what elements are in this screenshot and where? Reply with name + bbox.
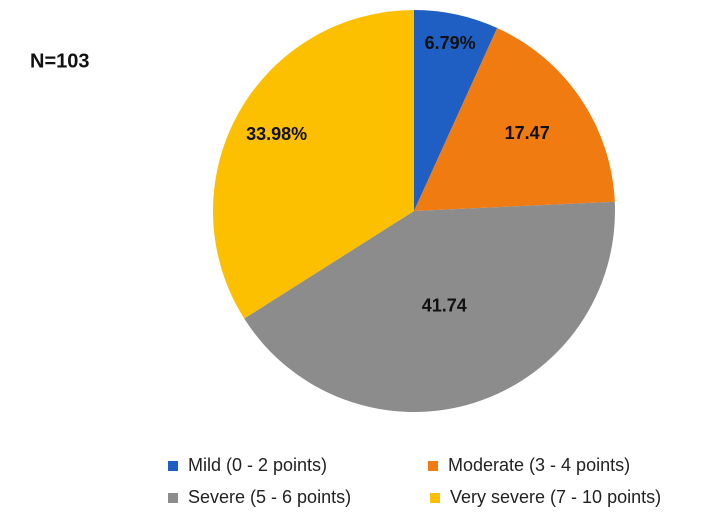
legend-label: Mild (0 - 2 points) bbox=[188, 455, 327, 475]
legend-swatch bbox=[430, 493, 440, 503]
data-label: 33.98% bbox=[246, 124, 307, 144]
legend-label: Moderate (3 - 4 points) bbox=[448, 455, 630, 475]
data-label: 17.47 bbox=[505, 123, 550, 143]
legend-label: Severe (5 - 6 points) bbox=[188, 487, 351, 507]
legend-swatch bbox=[168, 461, 178, 471]
pie-slice bbox=[244, 201, 615, 412]
legend-swatch bbox=[168, 493, 178, 503]
legend-label: Very severe (7 - 10 points) bbox=[450, 487, 661, 507]
pie-slice bbox=[414, 10, 498, 211]
pie-slice bbox=[213, 10, 414, 319]
pie-slice bbox=[414, 28, 615, 212]
legend-swatch bbox=[428, 461, 438, 471]
data-label: 6.79% bbox=[425, 33, 476, 53]
data-label: 41.74 bbox=[422, 296, 467, 316]
annotation: N=103 bbox=[30, 50, 90, 72]
